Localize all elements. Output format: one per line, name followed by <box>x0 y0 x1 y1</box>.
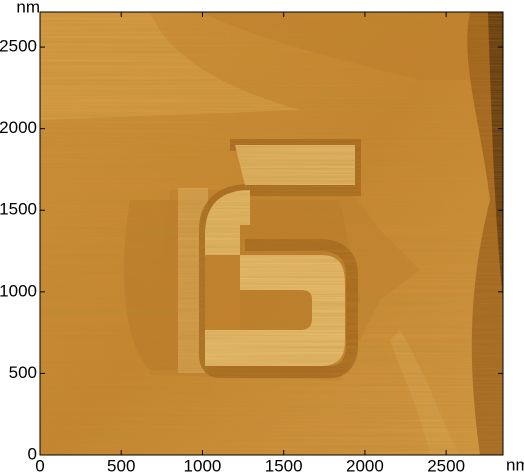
x-tick-label: 1500 <box>265 456 303 475</box>
y-tick-label: 2500 <box>0 37 37 56</box>
x-tick-label: 0 <box>35 456 44 475</box>
y-tick-label: 2000 <box>0 118 37 137</box>
x-tick-label: 1000 <box>184 456 222 475</box>
y-tick-label: 500 <box>9 363 37 382</box>
x-tick-label: 500 <box>107 456 135 475</box>
y-axis-label: nm <box>16 0 40 16</box>
y-tick-label: 1500 <box>0 200 37 219</box>
x-tick-label: 2000 <box>346 456 384 475</box>
y-tick-label: 1000 <box>0 281 37 300</box>
frame <box>39 11 504 456</box>
x-axis-label: nm <box>506 455 524 474</box>
x-tick-label: 2500 <box>427 456 465 475</box>
y-tick-label: 0 <box>28 444 37 463</box>
afm-image <box>40 12 503 455</box>
